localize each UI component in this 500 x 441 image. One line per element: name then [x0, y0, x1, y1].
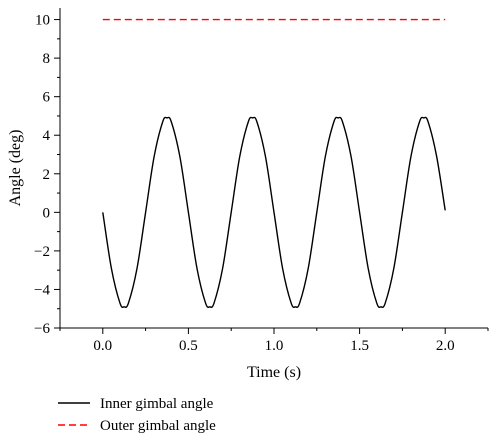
- y-tick-label: 0: [43, 205, 51, 221]
- plot-area: 0.0 0.5 1.0 1.5 2.0 −6 −4 −2 0 2 4 6 8 10: [34, 8, 489, 354]
- x-ticks: 0.0 0.5 1.0 1.5 2.0: [59, 328, 489, 354]
- series-layer: [102, 18, 446, 308]
- y-tick-label: 2: [43, 167, 51, 183]
- y-tick-label: −6: [34, 321, 50, 337]
- y-tick-label: −2: [34, 244, 50, 260]
- x-tick-label: 2.0: [436, 338, 455, 354]
- legend-label-inner-gimbal: Inner gimbal angle: [100, 396, 214, 412]
- x-tick-label: 0.0: [93, 338, 112, 354]
- y-tick-label: 8: [43, 51, 51, 67]
- y-tick-label: −4: [34, 282, 50, 298]
- x-tick-label: 1.0: [265, 338, 284, 354]
- y-tick-label: 4: [43, 128, 51, 144]
- series-line-inner-gimbal: [102, 116, 446, 308]
- y-tick-label: 6: [43, 90, 51, 106]
- y-tick-label: 10: [35, 13, 50, 29]
- y-axis-label: Angle (deg): [7, 130, 24, 207]
- x-tick-label: 0.5: [179, 338, 198, 354]
- x-tick-label: 1.5: [350, 338, 369, 354]
- x-axis-label: Time (s): [247, 364, 301, 381]
- y-ticks: −6 −4 −2 0 2 4 6 8 10: [34, 13, 60, 337]
- legend-label-outer-gimbal: Outer gimbal angle: [100, 418, 216, 434]
- legend: Inner gimbal angle Outer gimbal angle: [58, 396, 216, 434]
